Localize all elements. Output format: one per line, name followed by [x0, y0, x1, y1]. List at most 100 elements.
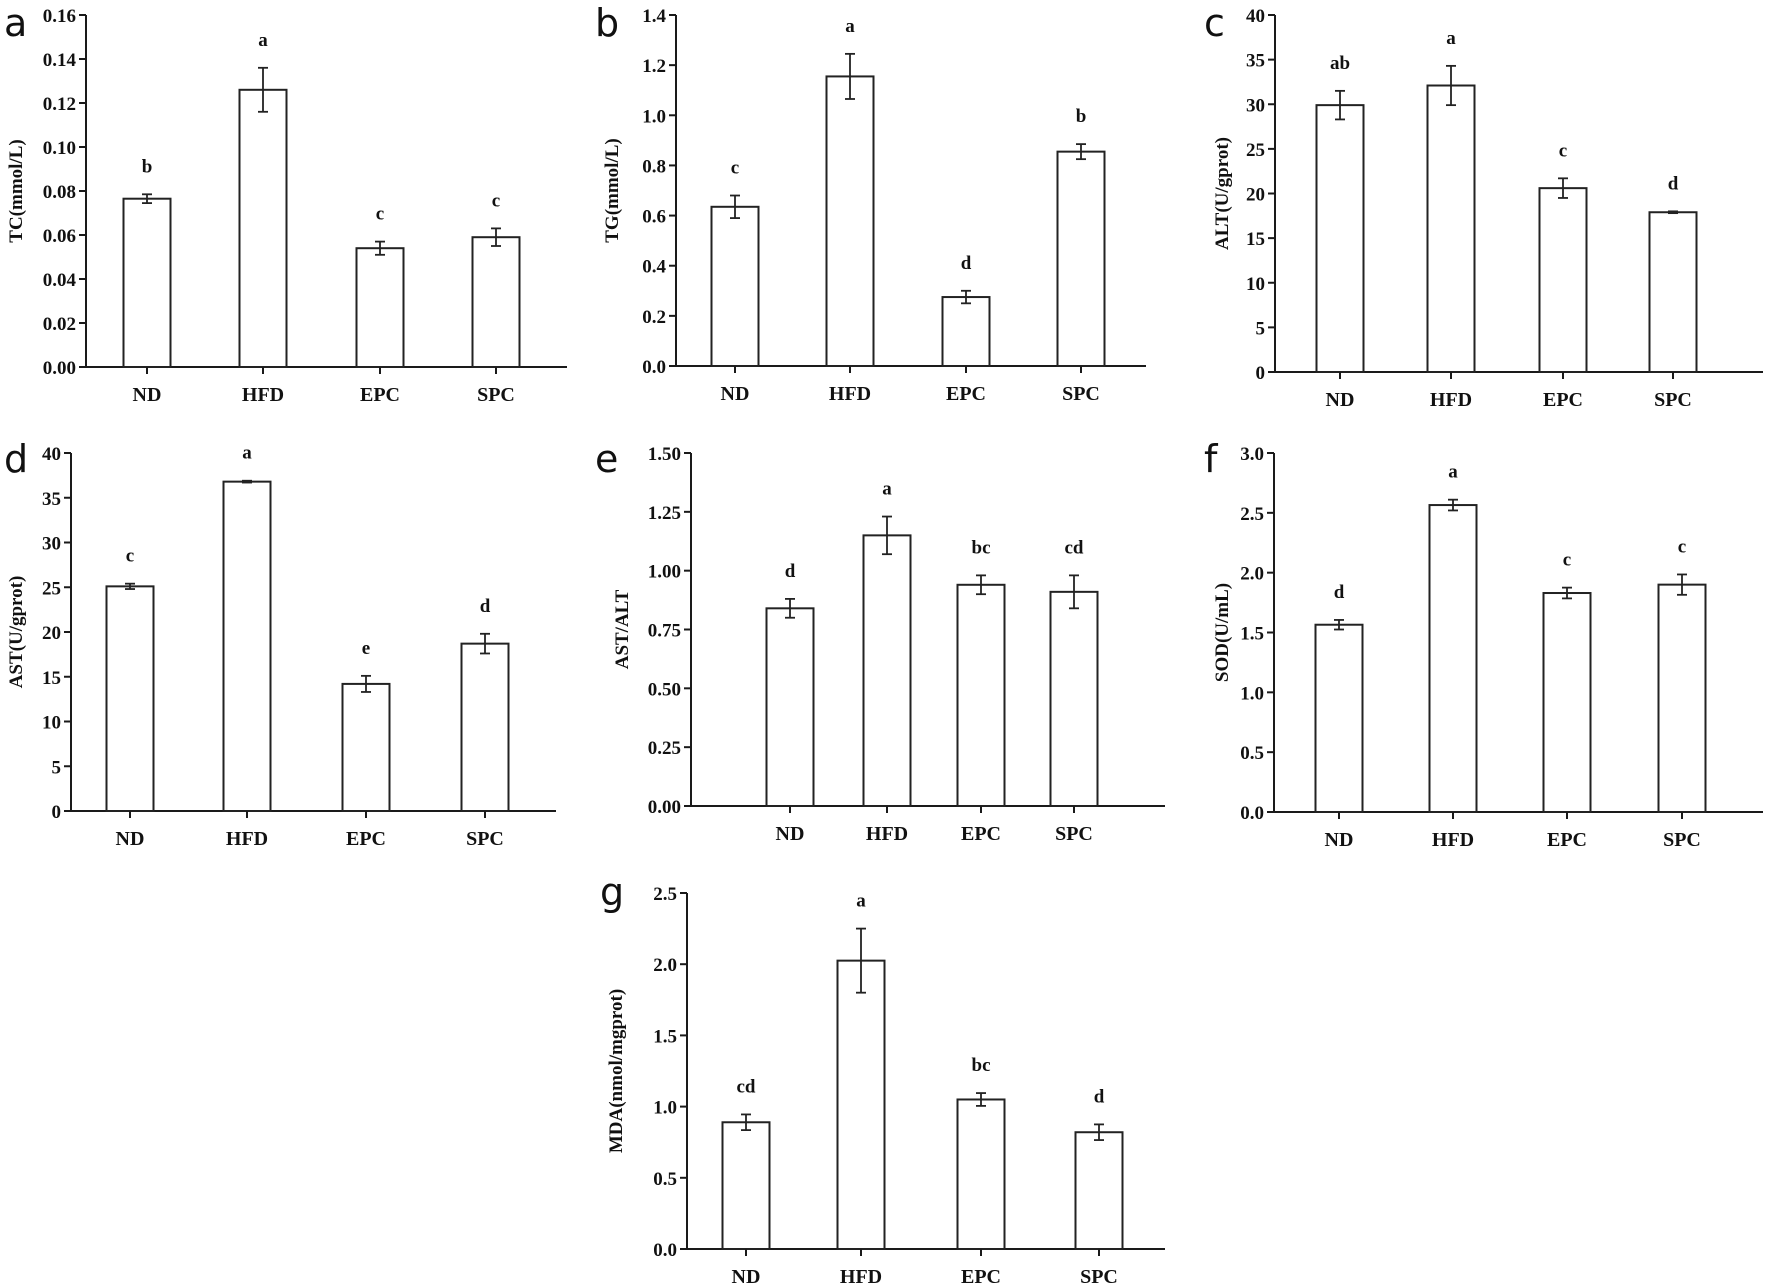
error-bar [125, 582, 135, 590]
x-tick-label: ND [776, 823, 805, 845]
error-bar [1677, 573, 1687, 596]
error-bar [242, 479, 252, 484]
bar-epc [341, 682, 391, 812]
significance-label: d [1094, 1086, 1105, 1107]
x-tick-label: ND [1326, 389, 1355, 411]
y-tick-label: 1.50 [648, 444, 681, 465]
bar-hfd [238, 88, 288, 369]
y-tick-label: 0.25 [648, 738, 681, 759]
x-tick-label: HFD [226, 828, 268, 850]
panel-letter: b [595, 1, 619, 45]
y-tick-label: 0.0 [642, 357, 666, 378]
y-tick-label: 1.00 [648, 562, 681, 583]
y-tick-label: 0 [52, 802, 62, 823]
x-tick-label: SPC [1663, 829, 1701, 851]
y-tick-label: 10 [42, 713, 61, 734]
significance-label: a [258, 30, 268, 51]
x-tick-label: SPC [477, 384, 515, 406]
y-tick-label: 5 [52, 757, 62, 778]
bar-hfd [862, 534, 912, 807]
y-tick-label: 25 [42, 578, 61, 599]
significance-label: a [882, 479, 892, 500]
significance-label: d [961, 253, 972, 274]
y-tick-label: 0.4 [642, 257, 666, 278]
y-tick-label: 0.12 [43, 94, 76, 115]
y-tick-label: 0.0 [1240, 803, 1264, 824]
y-tick-label: 3.0 [1240, 444, 1264, 465]
error-bar [1335, 89, 1345, 121]
bar-spc [460, 642, 510, 813]
error-bar [976, 1092, 986, 1107]
error-bar [1334, 619, 1344, 631]
bar-spc [1648, 211, 1698, 373]
significance-label: e [362, 638, 370, 659]
y-tick-label: 0.5 [653, 1169, 677, 1190]
y-tick-label: 20 [42, 623, 61, 644]
bar-spc [1056, 150, 1106, 367]
x-tick-label: SPC [1654, 389, 1692, 411]
y-tick-label: 0.06 [43, 226, 76, 247]
panel-f: f 0.0 0.5 1.0 1.5 2.0 2.5 3.0 SOD(U/mL) ND d HFD a EP… [1204, 437, 1763, 851]
y-axis-title: SOD(U/mL) [1212, 583, 1233, 682]
x-tick-label: SPC [1055, 823, 1093, 845]
y-tick-label: 35 [42, 489, 61, 510]
x-tick-label: EPC [1547, 829, 1587, 851]
bar-epc [956, 1098, 1006, 1250]
significance-label: c [1678, 536, 1686, 557]
bar-epc [941, 296, 991, 367]
y-tick-label: 0.2 [642, 307, 666, 328]
bar-hfd [836, 959, 886, 1250]
panel-a: a 0.00 0.02 0.04 0.06 0.08 0.10 0.12 0.14 0.16 TC(… [4, 1, 567, 406]
y-tick-label: 2.5 [1240, 504, 1264, 525]
bar-nd [710, 205, 760, 367]
y-tick-label: 15 [1246, 229, 1265, 250]
x-tick-label: EPC [360, 384, 400, 406]
y-tick-label: 0.6 [642, 207, 666, 228]
error-bar [882, 515, 892, 556]
bar-hfd [1428, 504, 1478, 813]
x-tick-label: HFD [829, 383, 871, 405]
error-bar [845, 52, 855, 100]
y-tick-label: 30 [1246, 95, 1265, 116]
y-tick-label: 0.14 [43, 50, 77, 71]
significance-label: d [480, 596, 491, 617]
error-bar [1069, 574, 1079, 610]
significance-label: c [1559, 140, 1567, 161]
y-tick-label: 1.5 [1240, 624, 1264, 645]
panel-g: g 0.0 0.5 1.0 1.5 2.0 2.5 MDA(nmol/mgprot) ND cd H… [600, 870, 1165, 1285]
bar-nd [765, 607, 815, 807]
significance-label: c [1563, 550, 1571, 571]
bar-hfd [222, 480, 272, 812]
y-axis-title: ALT(U/gprot) [1212, 137, 1233, 250]
significance-label: bc [972, 1055, 991, 1076]
panel-c: c 0 5 10 15 20 25 30 35 40 ALT(U/gprot) ND ab HFD a EPC… [1204, 1, 1763, 411]
bar-epc [1542, 592, 1592, 814]
y-tick-label: 40 [42, 444, 61, 465]
error-bar [258, 66, 268, 113]
y-axis-title: AST/ALT [612, 589, 633, 669]
x-tick-label: EPC [346, 828, 386, 850]
error-bar [480, 632, 490, 655]
error-bar [1558, 177, 1568, 199]
error-bar [1668, 210, 1678, 215]
x-tick-label: HFD [866, 823, 908, 845]
bar-hfd [825, 75, 875, 368]
y-tick-label: 2.0 [653, 955, 677, 976]
significance-label: d [1668, 173, 1679, 194]
x-tick-label: EPC [961, 823, 1001, 845]
significance-label: b [1076, 106, 1087, 127]
bar-epc [956, 583, 1006, 808]
x-tick-label: HFD [1432, 829, 1474, 851]
y-tick-label: 10 [1246, 274, 1265, 295]
y-tick-label: 0.5 [1240, 743, 1264, 764]
y-tick-label: 30 [42, 534, 61, 555]
bar-spc [1074, 1131, 1124, 1251]
bar-nd [721, 1121, 771, 1251]
y-axis-title: MDA(nmol/mgprot) [606, 989, 627, 1153]
y-tick-label: 1.0 [653, 1098, 677, 1119]
y-tick-label: 15 [42, 668, 61, 689]
significance-label: b [142, 156, 153, 177]
y-tick-label: 0.02 [43, 314, 76, 335]
x-tick-label: ND [1325, 829, 1354, 851]
